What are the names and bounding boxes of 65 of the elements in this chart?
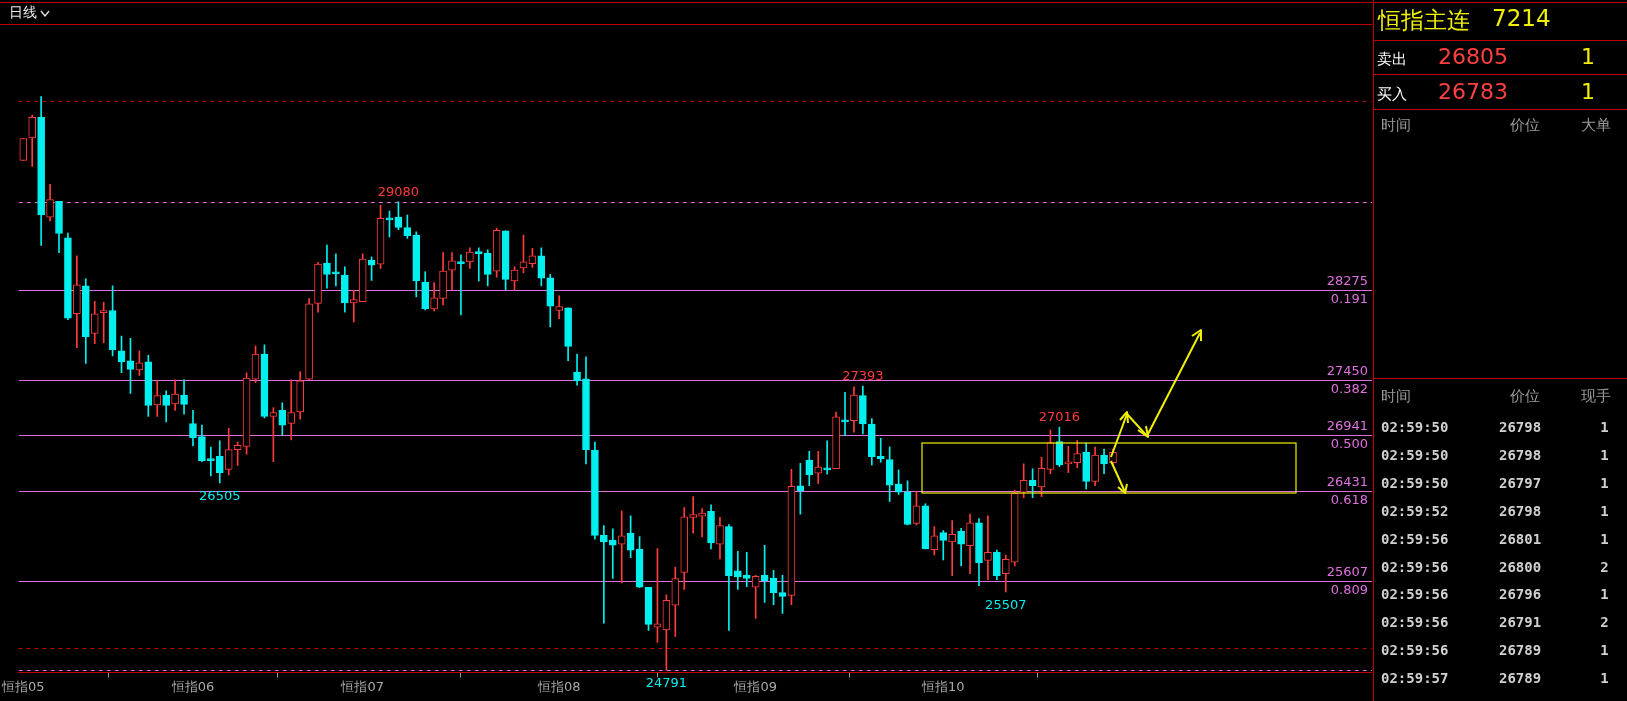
text: 02:59:56 26800 2 <box>1381 558 1609 575</box>
annotation: 29080 <box>377 183 420 199</box>
candlestick <box>948 520 957 577</box>
text: 买入 <box>1377 85 1407 104</box>
annotation: 0.809 <box>1330 581 1368 597</box>
text: 02:59:52 26798 1 <box>1381 502 1609 519</box>
text: 26805 <box>1438 44 1508 69</box>
x-tick-label: 恒指08 <box>536 678 581 694</box>
annotation: 0.618 <box>1330 491 1368 507</box>
candlestick <box>287 379 296 441</box>
ref-line-label: 25607 <box>1326 564 1368 580</box>
text: 02:59:50 26797 1 <box>1381 474 1609 491</box>
annotation: 27393 <box>842 367 884 383</box>
candlestick <box>600 525 608 624</box>
candlestick <box>207 446 215 477</box>
text: 02:59:50 26798 1 <box>1381 446 1609 463</box>
candlestick <box>617 510 626 584</box>
candlestick <box>608 528 617 579</box>
candlestick <box>734 550 742 590</box>
annotation: 24791 <box>645 674 688 690</box>
text: 价位 <box>1510 116 1540 135</box>
text: 价位 <box>1510 387 1540 406</box>
candlestick <box>474 247 483 282</box>
ref-line-label: 26941 <box>1326 418 1368 434</box>
annotation: 0.191 <box>1330 290 1368 306</box>
text: 现手 <box>1581 387 1611 406</box>
x-tick-label: 恒指09 <box>733 678 777 694</box>
candlestick <box>332 253 340 287</box>
candlestick <box>698 508 706 538</box>
text: 02:59:56 26796 1 <box>1381 586 1609 603</box>
ref-line-label: 28275 <box>1326 273 1368 289</box>
candlestick <box>180 379 188 415</box>
x-tick-label: 恒指06 <box>170 678 215 694</box>
text: 02:59:56 26791 2 <box>1381 614 1609 631</box>
annotation: 25507 <box>985 596 1027 612</box>
ref-line-label: 27450 <box>1326 363 1368 379</box>
text: 02:59:56 26801 1 <box>1381 530 1609 547</box>
text: 1 <box>1581 79 1595 104</box>
text: 恒指主连 <box>1378 6 1470 35</box>
annotation: 26505 <box>199 487 241 503</box>
candlestick <box>457 254 465 316</box>
annotation: 0.500 <box>1330 436 1368 452</box>
text: 时间 <box>1381 116 1411 135</box>
ref-line-label: 26431 <box>1326 474 1368 490</box>
text: 1 <box>1581 44 1595 69</box>
x-tick-label: 恒指05 <box>1 678 45 694</box>
chart-title: 日线 <box>9 4 37 22</box>
text: 大单 <box>1581 116 1611 135</box>
candlestick <box>984 515 992 580</box>
text: 02:59:57 26789 1 <box>1381 670 1609 687</box>
text: 7214 <box>1492 5 1551 31</box>
text: 02:59:56 26789 1 <box>1381 642 1609 659</box>
x-tick-label: 恒指10 <box>920 678 965 694</box>
candlestick <box>742 551 751 588</box>
text: 26783 <box>1438 79 1508 104</box>
candlestick <box>349 289 358 323</box>
candlestick <box>814 450 823 484</box>
x-tick-label: 恒指07 <box>340 678 384 694</box>
candlestick <box>555 295 564 320</box>
candlestick <box>689 496 697 534</box>
text: 时间 <box>1381 387 1411 406</box>
text: 卖出 <box>1377 50 1407 69</box>
annotation: 0.382 <box>1330 380 1368 396</box>
text: 02:59:50 26798 1 <box>1381 419 1609 435</box>
annotation: 27016 <box>1038 409 1081 425</box>
